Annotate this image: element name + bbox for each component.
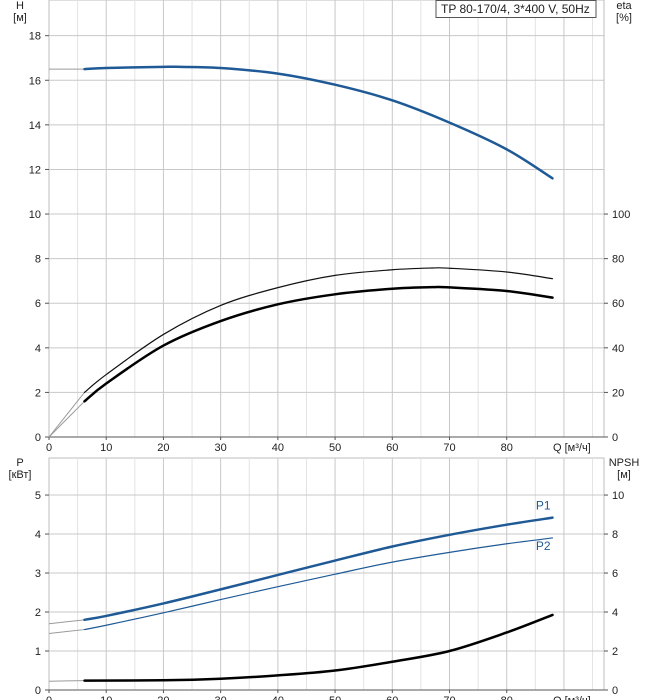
- x-tick-label: 40: [272, 695, 284, 700]
- x-tick-label: 10: [100, 695, 112, 700]
- y-right-tick-label: 0: [612, 685, 618, 697]
- legend-text: TP 80-170/4, 3*400 V, 50Hz: [441, 2, 590, 16]
- y-left-tick-label: 16: [29, 75, 41, 87]
- y-left-tick-label: 0: [35, 432, 41, 444]
- y-right-tick-label: 0: [612, 432, 618, 444]
- series-extension-npsh: [48, 680, 85, 682]
- y-right-tick-label: 80: [612, 254, 624, 266]
- y-left-axis-unit: [кВт]: [9, 469, 32, 481]
- y-right-tick-label: 40: [612, 343, 624, 355]
- x-tick-label: 60: [386, 695, 398, 700]
- series-label-p1: P1: [536, 499, 551, 513]
- y-left-axis-unit: [м]: [13, 12, 27, 24]
- series-line-p1: [83, 516, 554, 622]
- series-line-h: [83, 65, 554, 180]
- y-right-axis-unit: [%]: [616, 12, 632, 24]
- y-left-tick-label: 1: [35, 646, 41, 658]
- y-right-axis-title: eta: [616, 0, 632, 12]
- x-tick-label: 30: [215, 442, 227, 454]
- series-extension-p2: [48, 629, 85, 634]
- y-left-tick-label: 12: [29, 164, 41, 176]
- x-tick-label: 50: [329, 695, 341, 700]
- x-tick-label: 60: [386, 442, 398, 454]
- series-line-eta-thin: [83, 267, 554, 394]
- x-tick-label: 20: [157, 695, 169, 700]
- y-left-tick-label: 4: [35, 529, 41, 541]
- y-left-axis-title: H: [16, 0, 24, 12]
- plot-area: [48, 457, 605, 691]
- x-tick-label: 0: [46, 695, 52, 700]
- series-line-p2: [83, 537, 554, 631]
- x-axis-title: Q [м³/ч]: [553, 695, 591, 700]
- y-right-tick-label: 60: [612, 298, 624, 310]
- head-efficiency-panel: 0 10 20 30 40 50 60 70 80 Q [м³/ч] 0 2 4 6 8 10 12 14 16 18…: [13, 0, 633, 454]
- x-tick-label: 80: [501, 695, 513, 700]
- series-label-p2: P2: [536, 539, 551, 553]
- x-tick-label: 70: [443, 695, 455, 700]
- x-tick-label: 50: [329, 442, 341, 454]
- y-right-tick-label: 10: [612, 490, 624, 502]
- y-left-tick-label: 6: [35, 298, 41, 310]
- y-right-axis-unit: [м]: [617, 469, 631, 481]
- series-extension-p1: [48, 619, 85, 625]
- y-right-tick-label: 8: [612, 529, 618, 541]
- y-right-tick-label: 20: [612, 387, 624, 399]
- x-tick-label: 80: [501, 442, 513, 454]
- y-left-tick-label: 2: [35, 387, 41, 399]
- y-left-tick-label: 14: [29, 120, 41, 132]
- plot-area: [48, 0, 605, 438]
- y-left-tick-label: 18: [29, 31, 41, 43]
- x-tick-label: 0: [46, 442, 52, 454]
- y-left-tick-label: 3: [35, 568, 41, 580]
- y-left-tick-label: 5: [35, 490, 41, 502]
- x-tick-label: 10: [100, 442, 112, 454]
- legend-box: [435, 0, 597, 18]
- y-left-axis-title: P: [16, 457, 23, 469]
- y-right-axis-title: NPSH: [609, 457, 640, 469]
- y-right-tick-label: 6: [612, 568, 618, 580]
- y-right-tick-label: 4: [612, 607, 618, 619]
- x-tick-label: 20: [157, 442, 169, 454]
- y-left-tick-label: 4: [35, 343, 41, 355]
- y-left-tick-label: 0: [35, 685, 41, 697]
- y-right-tick-label: 100: [612, 209, 630, 221]
- series-extension-eta-thick: [48, 400, 85, 438]
- y-left-tick-label: 10: [29, 209, 41, 221]
- x-tick-label: 40: [272, 442, 284, 454]
- x-tick-label: 30: [215, 695, 227, 700]
- y-left-tick-label: 8: [35, 254, 41, 266]
- series-line-eta-thick: [83, 285, 554, 403]
- x-tick-label: 70: [443, 442, 455, 454]
- y-left-tick-label: 2: [35, 607, 41, 619]
- y-right-tick-label: 2: [612, 646, 618, 658]
- series-line-npsh: [83, 613, 554, 682]
- x-axis-title: Q [м³/ч]: [553, 442, 591, 454]
